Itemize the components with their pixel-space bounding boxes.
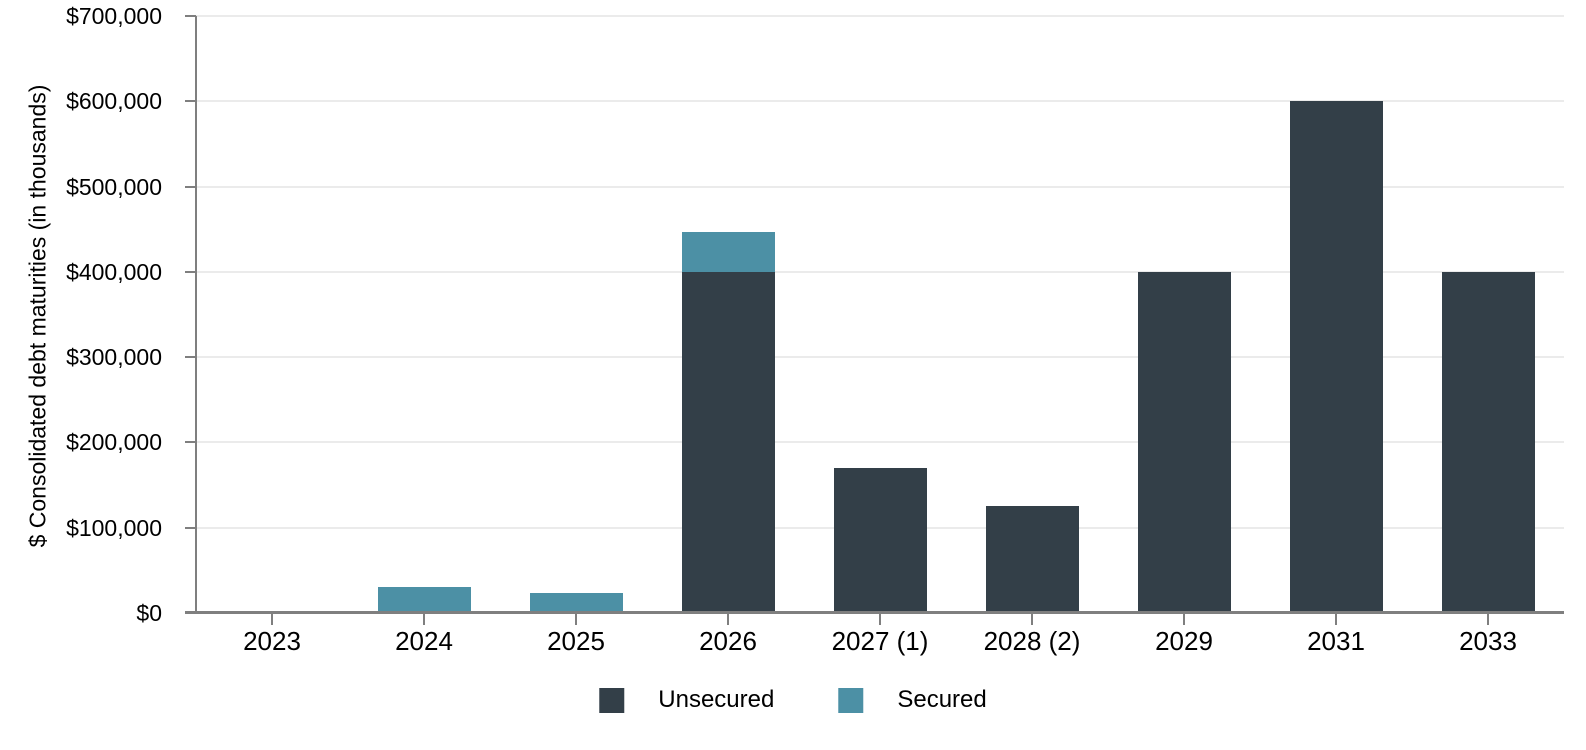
x-axis-tick bbox=[1335, 614, 1337, 625]
gridline bbox=[196, 100, 1564, 103]
bar-segment-unsecured-2029 bbox=[1138, 272, 1231, 613]
x-tick-label: 2031 bbox=[1307, 626, 1365, 656]
legend-swatch-unsecured bbox=[599, 687, 625, 713]
gridline bbox=[196, 15, 1564, 17]
gridline bbox=[196, 356, 1564, 359]
y-tick-label: $0 bbox=[136, 600, 162, 626]
x-axis-tick bbox=[575, 614, 577, 625]
bar-segment-unsecured-2028 bbox=[986, 506, 1079, 613]
y-axis-tick bbox=[185, 356, 196, 359]
x-axis-line bbox=[185, 611, 1564, 614]
x-tick-label: 2026 bbox=[699, 626, 757, 656]
bar-segment-secured-2024 bbox=[378, 587, 471, 613]
legend-label-secured: Secured bbox=[897, 686, 987, 713]
legend: Unsecured Secured bbox=[599, 686, 987, 714]
gridline bbox=[196, 185, 1564, 188]
gridline bbox=[196, 270, 1564, 273]
y-axis-tick bbox=[185, 100, 196, 103]
x-tick-label: 2023 bbox=[243, 626, 301, 656]
x-axis-tick bbox=[727, 614, 729, 625]
y-tick-label: $100,000 bbox=[66, 514, 162, 541]
x-tick-label: 2027 (1) bbox=[831, 626, 929, 656]
y-tick-label: $300,000 bbox=[66, 344, 162, 371]
x-axis-tick bbox=[879, 614, 881, 625]
y-tick-label: $700,000 bbox=[66, 3, 162, 29]
y-tick-label: $200,000 bbox=[66, 429, 162, 456]
x-axis-tick bbox=[1031, 614, 1033, 625]
x-axis-tick bbox=[1183, 614, 1185, 625]
x-axis-tick bbox=[423, 614, 425, 625]
x-tick-label: 2033 bbox=[1459, 626, 1517, 656]
x-tick-label: 2025 bbox=[547, 626, 605, 656]
y-axis-title: $ Consolidated debt maturities (in thous… bbox=[24, 84, 51, 548]
legend-swatch-secured bbox=[838, 687, 864, 713]
y-tick-label: $400,000 bbox=[66, 258, 162, 285]
y-tick-label: $500,000 bbox=[66, 173, 162, 200]
legend-label-unsecured: Unsecured bbox=[658, 686, 775, 713]
bar-segment-unsecured-2026 bbox=[682, 272, 775, 613]
y-axis-tick bbox=[185, 526, 196, 529]
x-axis-tick bbox=[1487, 614, 1489, 625]
bar-segment-secured-2025 bbox=[530, 593, 623, 613]
y-axis-tick bbox=[185, 185, 196, 188]
bar-segment-secured-2026 bbox=[682, 232, 775, 272]
y-axis-tick bbox=[185, 15, 196, 17]
y-axis-tick bbox=[185, 441, 196, 444]
legend-item-secured: Secured bbox=[838, 686, 987, 714]
bar-segment-unsecured-2031 bbox=[1290, 101, 1383, 613]
bar-segment-unsecured-2033 bbox=[1442, 272, 1535, 613]
x-tick-label: 2028 (2) bbox=[983, 626, 1081, 656]
y-axis-line bbox=[195, 16, 197, 614]
bar-segment-unsecured-2027 bbox=[834, 468, 927, 613]
x-tick-label: 2029 bbox=[1155, 626, 1213, 656]
legend-item-unsecured: Unsecured bbox=[599, 686, 774, 714]
x-tick-label: 2024 bbox=[395, 626, 453, 656]
gridline bbox=[196, 441, 1564, 444]
y-tick-label: $600,000 bbox=[66, 88, 162, 115]
x-axis-tick bbox=[271, 614, 273, 625]
y-axis-tick bbox=[185, 270, 196, 273]
